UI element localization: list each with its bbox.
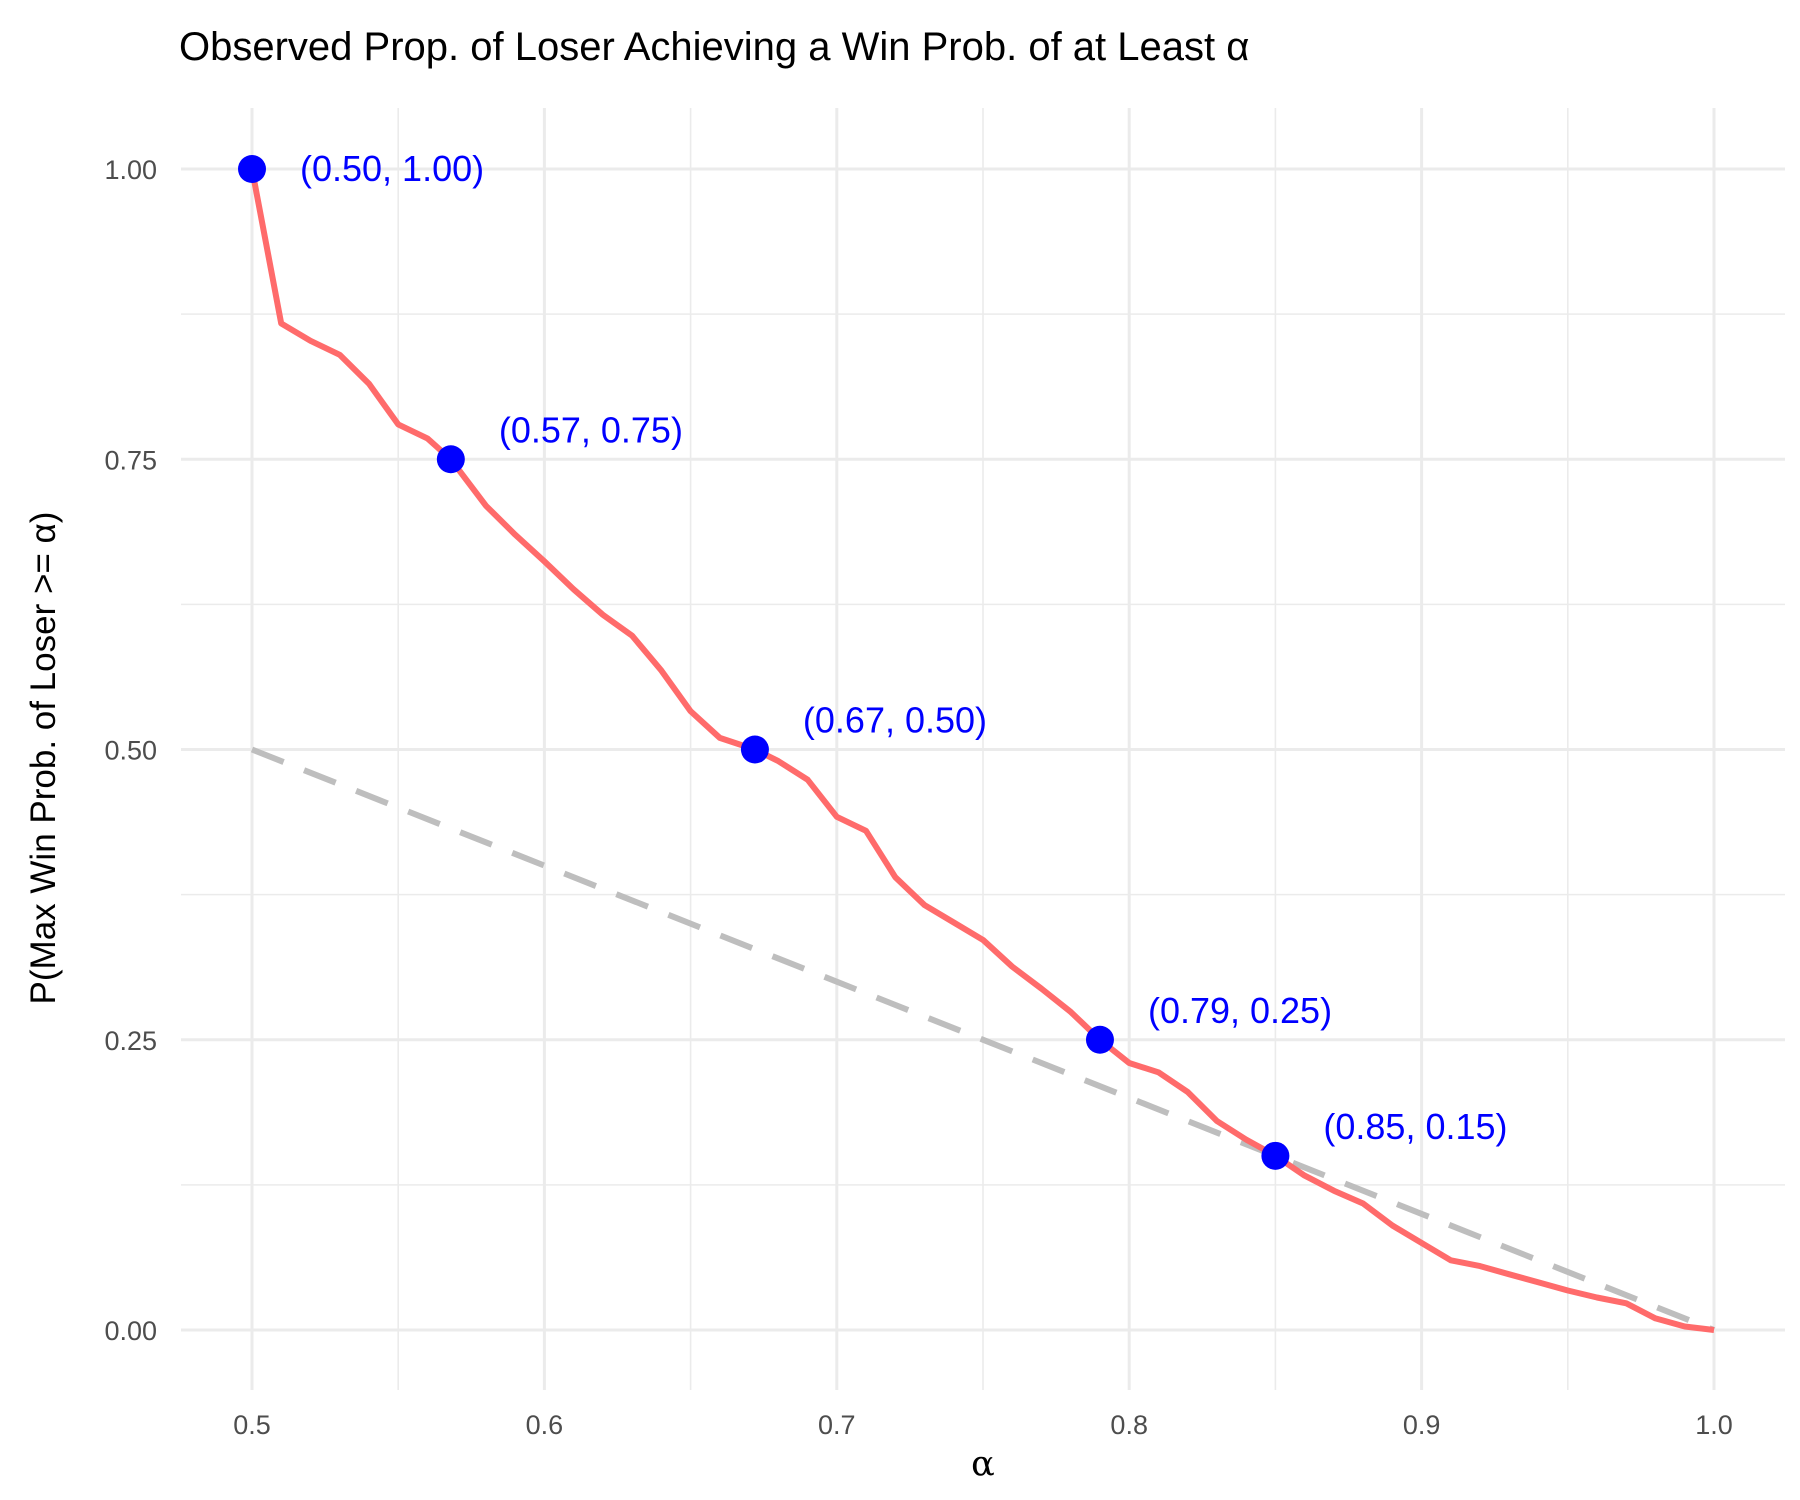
x-axis-title: α — [971, 1444, 995, 1484]
x-tick-label: 1.0 — [1695, 1410, 1733, 1440]
highlight-point — [1261, 1141, 1290, 1170]
reference-dashed-line — [250, 746, 1716, 1333]
highlight-point — [238, 155, 266, 183]
highlight-point — [1085, 1025, 1114, 1054]
y-tick-label: 0.00 — [104, 1316, 157, 1346]
point-label: (0.85, 0.15) — [1323, 1106, 1507, 1147]
y-tick-label: 1.00 — [104, 155, 157, 185]
point-label: (0.57, 0.75) — [499, 409, 683, 450]
x-tick-label: 0.5 — [233, 1410, 271, 1440]
point-label: (0.79, 0.25) — [1148, 990, 1332, 1031]
x-tick-label: 0.9 — [1403, 1410, 1441, 1440]
x-axis-ticks: 0.5 0.6 0.7 0.8 0.9 1.0 — [233, 1410, 1733, 1440]
x-tick-label: 0.6 — [526, 1410, 564, 1440]
highlight-point — [436, 445, 465, 474]
y-tick-label: 0.50 — [104, 736, 157, 766]
points-layer — [238, 155, 1290, 1170]
y-axis-title: P(Max Win Prob. of Loser >= α) — [24, 512, 63, 1005]
x-tick-label: 0.7 — [818, 1410, 856, 1440]
y-axis-ticks: 0.00 0.25 0.50 0.75 1.00 — [104, 155, 157, 1346]
x-tick-label: 0.8 — [1110, 1410, 1148, 1440]
series-layer — [249, 168, 1716, 1333]
point-label: (0.50, 1.00) — [300, 148, 484, 189]
chart-title: Observed Prop. of Loser Achieving a Win … — [179, 25, 1249, 69]
observed-proportion-line — [249, 168, 1715, 1333]
point-label: (0.67, 0.50) — [803, 700, 987, 741]
highlight-point — [740, 735, 769, 764]
y-tick-label: 0.75 — [104, 445, 157, 475]
point-labels-layer: (0.50, 1.00) (0.57, 0.75) (0.67, 0.50) (0.7… — [300, 148, 1508, 1147]
y-tick-label: 0.25 — [104, 1026, 157, 1056]
